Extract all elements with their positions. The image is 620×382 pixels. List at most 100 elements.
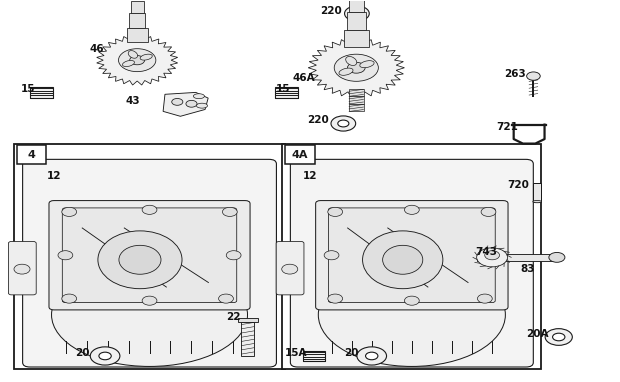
Text: 20: 20 (344, 348, 358, 358)
Ellipse shape (197, 103, 208, 108)
Circle shape (62, 294, 77, 303)
Text: 46: 46 (90, 44, 104, 54)
Circle shape (14, 264, 30, 274)
Polygon shape (308, 38, 404, 97)
Circle shape (549, 253, 565, 262)
Circle shape (366, 352, 378, 360)
Circle shape (58, 251, 73, 260)
Ellipse shape (98, 231, 182, 289)
Ellipse shape (383, 245, 423, 274)
Circle shape (186, 100, 197, 107)
Circle shape (404, 296, 419, 305)
Text: 43: 43 (125, 96, 140, 106)
Circle shape (334, 54, 378, 81)
Circle shape (91, 347, 120, 365)
FancyBboxPatch shape (22, 159, 277, 367)
Text: 263: 263 (504, 69, 526, 79)
Bar (241, 322, 254, 356)
Circle shape (477, 294, 492, 303)
Ellipse shape (193, 94, 205, 99)
Bar (303, 351, 325, 361)
Circle shape (223, 207, 237, 217)
Text: 22: 22 (226, 312, 241, 322)
Ellipse shape (339, 68, 353, 75)
Text: ReplacementParts.com: ReplacementParts.com (211, 183, 409, 199)
Bar (14, 144, 285, 369)
Polygon shape (97, 35, 178, 85)
Circle shape (62, 207, 77, 217)
FancyBboxPatch shape (290, 159, 533, 367)
Bar (349, 96, 363, 104)
Circle shape (118, 49, 156, 72)
Circle shape (142, 296, 157, 305)
Ellipse shape (51, 263, 247, 366)
Bar (30, 87, 53, 98)
FancyBboxPatch shape (329, 208, 495, 303)
Circle shape (345, 6, 370, 21)
FancyBboxPatch shape (49, 201, 250, 310)
Circle shape (404, 205, 419, 214)
Text: 12: 12 (303, 171, 317, 181)
Bar (285, 146, 315, 164)
Circle shape (357, 347, 386, 365)
Circle shape (338, 120, 349, 127)
Circle shape (226, 251, 241, 260)
Bar (349, 104, 363, 112)
Bar (347, 12, 366, 29)
FancyBboxPatch shape (316, 201, 508, 310)
Bar (17, 146, 46, 164)
Ellipse shape (119, 245, 161, 274)
Ellipse shape (533, 201, 541, 203)
Text: 15A: 15A (285, 348, 307, 358)
Text: 15: 15 (276, 84, 290, 94)
Circle shape (545, 329, 572, 345)
Text: 220: 220 (307, 115, 329, 125)
Circle shape (526, 72, 540, 80)
Text: 4: 4 (28, 150, 35, 160)
Text: 20: 20 (76, 348, 90, 358)
Text: 83: 83 (520, 264, 534, 274)
Circle shape (485, 251, 500, 260)
Bar (344, 29, 369, 47)
Circle shape (142, 205, 157, 214)
Circle shape (281, 264, 298, 274)
Text: 15: 15 (20, 84, 35, 94)
FancyBboxPatch shape (276, 241, 304, 295)
Circle shape (347, 62, 365, 73)
Ellipse shape (318, 263, 505, 366)
Ellipse shape (360, 61, 374, 68)
Circle shape (130, 55, 144, 65)
Text: 46A: 46A (293, 73, 315, 83)
FancyBboxPatch shape (9, 241, 36, 295)
Circle shape (552, 333, 565, 341)
Ellipse shape (140, 54, 153, 60)
Text: 743: 743 (475, 247, 497, 257)
Bar (477, 254, 557, 261)
Text: 720: 720 (508, 180, 529, 190)
Bar (129, 13, 146, 28)
Circle shape (331, 116, 356, 131)
Bar (533, 183, 541, 202)
Text: 4A: 4A (292, 150, 308, 160)
Circle shape (99, 352, 111, 360)
Text: 220: 220 (320, 6, 342, 16)
Polygon shape (163, 92, 208, 116)
Bar (126, 28, 148, 42)
Circle shape (352, 10, 363, 17)
Circle shape (481, 207, 496, 217)
Text: 20A: 20A (526, 329, 548, 339)
Ellipse shape (363, 231, 443, 289)
Bar (282, 144, 541, 369)
Circle shape (477, 248, 508, 267)
Ellipse shape (346, 57, 356, 65)
Ellipse shape (128, 51, 138, 58)
Circle shape (324, 251, 339, 260)
Bar (349, 89, 363, 96)
Circle shape (172, 99, 183, 105)
Bar (349, 0, 364, 12)
Bar (131, 1, 143, 13)
Bar (275, 87, 298, 98)
Text: 721: 721 (497, 122, 518, 132)
Text: 12: 12 (46, 171, 61, 181)
Circle shape (328, 207, 343, 217)
